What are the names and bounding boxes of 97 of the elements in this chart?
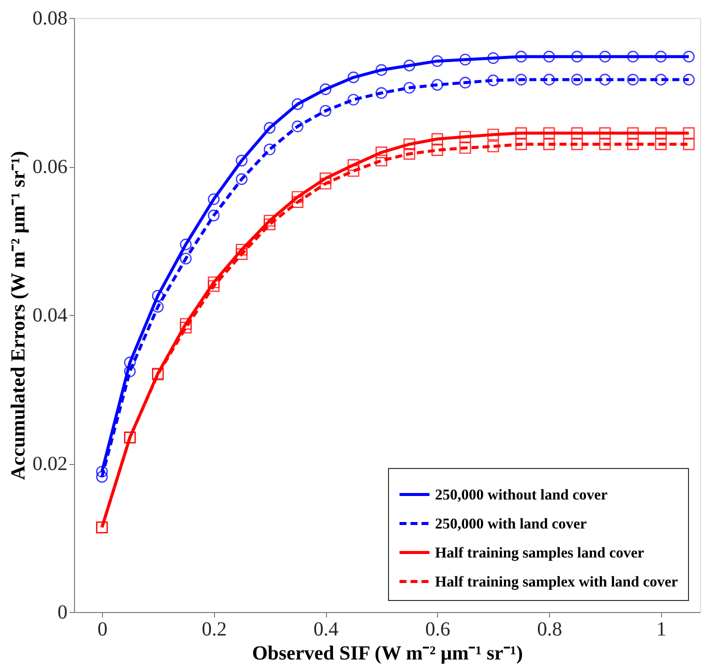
point — [320, 172, 332, 184]
y-tick-label: 0.06 — [32, 156, 68, 178]
point — [264, 144, 276, 156]
x-tick-label: 0.2 — [202, 618, 227, 640]
point — [404, 148, 416, 160]
point — [655, 138, 667, 150]
point — [376, 64, 388, 76]
point — [208, 280, 220, 292]
point — [543, 138, 555, 150]
point — [459, 76, 472, 88]
point — [320, 178, 332, 190]
x-axis-title: Observed SIF (W m⁻² μm⁻¹ sr⁻¹) — [252, 642, 523, 664]
legend-label: 250,000 with land cover — [435, 516, 588, 532]
point — [376, 87, 388, 99]
point — [376, 146, 388, 158]
point — [459, 142, 472, 154]
x-tick-label: 0 — [97, 618, 108, 640]
point — [208, 193, 220, 206]
point — [682, 50, 695, 62]
point — [627, 50, 639, 62]
point — [682, 74, 695, 86]
x-tick-label: 1 — [656, 618, 666, 640]
point — [208, 276, 220, 288]
x-tick-label: 0.4 — [314, 618, 339, 640]
point — [124, 366, 136, 378]
y-tick-label: 0.08 — [32, 8, 68, 30]
point — [571, 138, 583, 150]
point — [180, 318, 192, 330]
y-axis-title: Accumulated Errors (W m⁻² μm⁻¹ sr⁻¹) — [8, 151, 30, 480]
point — [236, 154, 248, 166]
point — [599, 74, 611, 86]
point — [348, 94, 360, 106]
point — [599, 138, 611, 150]
point — [543, 127, 555, 139]
point — [627, 74, 639, 86]
y-tick-label: 0.04 — [32, 304, 68, 326]
point — [292, 98, 304, 110]
point — [515, 50, 527, 62]
point — [236, 244, 248, 256]
point — [320, 83, 332, 96]
point — [571, 74, 583, 86]
point — [431, 55, 444, 67]
point — [487, 52, 500, 64]
point — [404, 82, 416, 94]
point — [459, 130, 472, 143]
point — [543, 50, 555, 62]
point — [655, 127, 667, 139]
point — [404, 138, 416, 150]
point — [431, 144, 444, 156]
point — [682, 127, 695, 139]
point — [124, 356, 136, 368]
x-tick-label: 0.8 — [537, 618, 562, 640]
point — [376, 154, 388, 166]
point — [571, 50, 583, 62]
point — [152, 290, 164, 302]
point — [599, 50, 611, 62]
point — [655, 50, 667, 62]
point — [208, 210, 220, 222]
point — [348, 72, 360, 84]
point — [515, 127, 527, 139]
point — [292, 120, 304, 132]
x-tick-label: 0.6 — [425, 618, 450, 640]
point — [487, 74, 500, 86]
point — [152, 301, 164, 313]
point — [543, 74, 555, 86]
point — [655, 74, 667, 86]
point — [571, 127, 583, 139]
point — [431, 78, 444, 91]
legend-label: 250,000 without land cover — [435, 488, 608, 504]
point — [292, 191, 304, 203]
y-tick-label: 0 — [58, 602, 68, 624]
point — [180, 252, 192, 264]
point — [96, 471, 108, 483]
point — [627, 138, 639, 150]
point — [682, 138, 695, 150]
point — [264, 122, 276, 134]
point — [292, 196, 304, 208]
point — [599, 127, 611, 139]
point — [320, 104, 332, 117]
point — [487, 140, 500, 152]
point — [236, 173, 248, 185]
point — [627, 127, 639, 139]
legend-label: Half training samplex with land cover — [435, 574, 678, 590]
point — [487, 128, 500, 140]
legend-label: Half training samples land cover — [435, 546, 645, 562]
point — [404, 60, 416, 72]
point — [515, 138, 527, 150]
point — [180, 322, 192, 334]
point — [96, 466, 108, 478]
point — [264, 214, 276, 227]
point — [431, 133, 444, 145]
point — [180, 238, 192, 250]
point — [515, 74, 527, 86]
y-tick-label: 0.02 — [32, 453, 68, 475]
point — [236, 248, 248, 260]
point — [348, 159, 360, 171]
point — [459, 54, 472, 66]
